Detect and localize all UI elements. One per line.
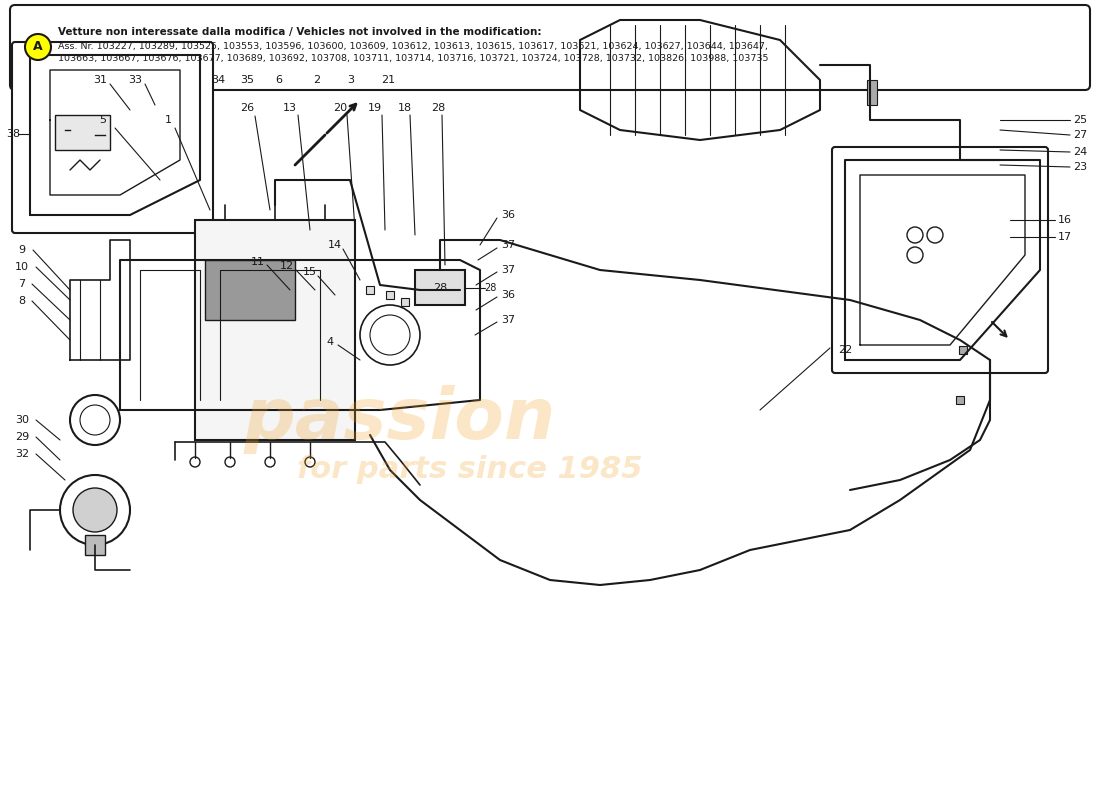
Text: 28: 28	[484, 283, 496, 293]
Bar	[195, 220, 355, 440]
Bar	[55, 115, 110, 150]
Text: 8: 8	[19, 296, 25, 306]
Text: 12: 12	[279, 261, 294, 271]
Bar	[867, 80, 877, 105]
Text: 37: 37	[500, 265, 515, 275]
Text: 5: 5	[99, 115, 107, 125]
FancyBboxPatch shape	[10, 5, 1090, 90]
Text: 22: 22	[838, 345, 853, 355]
Text: 26: 26	[240, 103, 254, 113]
Text: 25: 25	[1072, 115, 1087, 125]
Text: 23: 23	[1072, 162, 1087, 172]
Bar	[402, 298, 409, 306]
Text: 33: 33	[128, 75, 142, 85]
Bar	[415, 270, 465, 305]
Text: Vetture non interessate dalla modifica / Vehicles not involved in the modificati: Vetture non interessate dalla modifica /…	[58, 27, 541, 37]
Bar	[85, 535, 104, 555]
Text: 36: 36	[500, 210, 515, 220]
Text: 11: 11	[251, 257, 265, 267]
Text: 103663, 103667, 103676, 103677, 103689, 103692, 103708, 103711, 103714, 103716, : 103663, 103667, 103676, 103677, 103689, …	[58, 54, 769, 63]
Text: 4: 4	[327, 337, 333, 347]
Text: A: A	[33, 41, 43, 54]
Circle shape	[73, 488, 117, 532]
Text: 15: 15	[302, 267, 317, 277]
Text: 19: 19	[367, 103, 382, 113]
FancyBboxPatch shape	[832, 147, 1048, 373]
Text: 24: 24	[1072, 147, 1087, 157]
Text: 17: 17	[1058, 232, 1072, 242]
Text: 37: 37	[500, 240, 515, 250]
Text: 32: 32	[15, 449, 29, 459]
Text: 10: 10	[15, 262, 29, 272]
Text: 13: 13	[283, 103, 297, 113]
Text: 1: 1	[165, 115, 172, 125]
Text: Ass. Nr. 103227, 103289, 103525, 103553, 103596, 103600, 103609, 103612, 103613,: Ass. Nr. 103227, 103289, 103525, 103553,…	[58, 42, 768, 50]
Circle shape	[25, 34, 51, 60]
Text: 38: 38	[6, 129, 20, 139]
Text: 28: 28	[431, 103, 446, 113]
Text: 27: 27	[1072, 130, 1087, 140]
Text: passion: passion	[244, 386, 557, 454]
Text: 3: 3	[348, 75, 354, 85]
Text: 9: 9	[19, 245, 25, 255]
Bar	[366, 286, 374, 294]
Text: 35: 35	[240, 75, 254, 85]
Text: for parts since 1985: for parts since 1985	[297, 455, 642, 485]
Text: 28: 28	[433, 283, 447, 293]
Bar	[956, 396, 964, 404]
Text: 16: 16	[1058, 215, 1072, 225]
Text: 31: 31	[94, 75, 107, 85]
Text: 36: 36	[500, 290, 515, 300]
Text: 37: 37	[500, 315, 515, 325]
FancyBboxPatch shape	[12, 42, 213, 233]
Bar	[205, 260, 295, 320]
Text: 14: 14	[328, 240, 342, 250]
Text: 34: 34	[211, 75, 226, 85]
Text: 20: 20	[333, 103, 348, 113]
Text: 6: 6	[275, 75, 283, 85]
Text: 21: 21	[381, 75, 395, 85]
Text: 30: 30	[15, 415, 29, 425]
Text: 7: 7	[19, 279, 25, 289]
Text: 29: 29	[15, 432, 29, 442]
Bar	[386, 291, 394, 299]
Text: 18: 18	[398, 103, 412, 113]
Text: 2: 2	[314, 75, 320, 85]
Bar	[959, 346, 967, 354]
